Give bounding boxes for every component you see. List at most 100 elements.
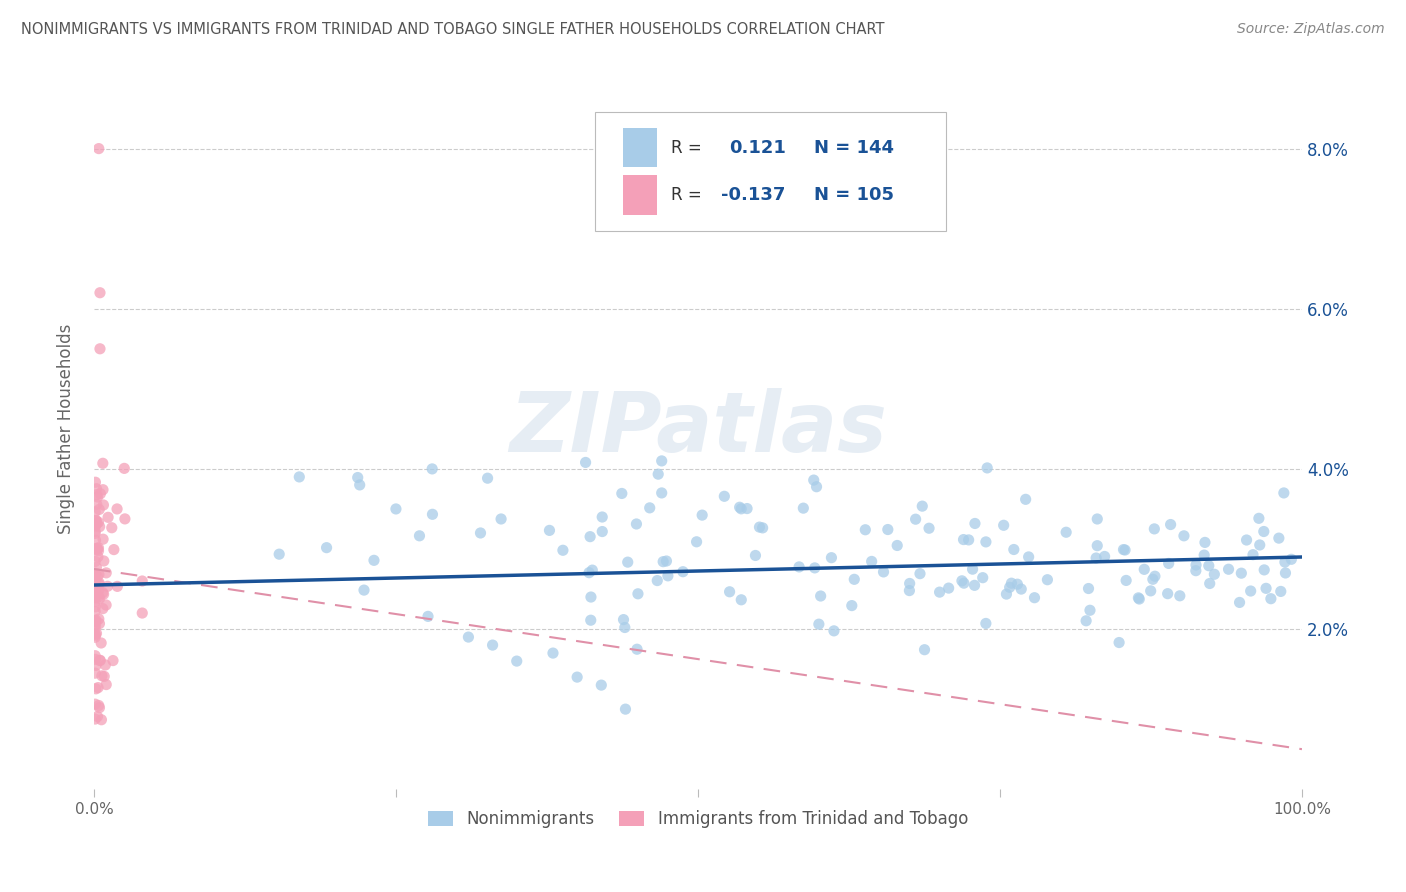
Point [976, 461, 998, 475]
Point [1249, 538, 1271, 552]
Point [1114, 543, 1136, 558]
Point [96, 677, 118, 691]
Text: R =: R = [672, 139, 702, 157]
Point [86, 626, 108, 640]
Point [1157, 557, 1180, 571]
Point [616, 555, 638, 569]
Point [1230, 566, 1253, 581]
Point [898, 576, 921, 591]
Point [1268, 531, 1291, 545]
Point [93, 554, 115, 568]
Point [612, 613, 634, 627]
Point [84, 526, 107, 541]
Point [91, 532, 114, 546]
Point [886, 539, 908, 553]
Point [87, 583, 110, 598]
Point [1185, 558, 1208, 572]
Point [84, 648, 107, 663]
Point [84, 514, 107, 528]
Point [470, 526, 492, 541]
Point [84, 617, 107, 632]
Point [84, 613, 107, 627]
Point [1128, 591, 1150, 605]
Text: R =: R = [672, 186, 702, 204]
Text: NONIMMIGRANTS VS IMMIGRANTS FROM TRINIDAD AND TOBAGO SINGLE FATHER HOUSEHOLDS CO: NONIMMIGRANTS VS IMMIGRANTS FROM TRINIDA… [21, 22, 884, 37]
Point [918, 521, 941, 535]
Point [269, 547, 291, 561]
Point [551, 543, 574, 558]
Point [1128, 592, 1150, 607]
Point [93, 587, 115, 601]
Point [86, 542, 108, 557]
Point [84, 591, 107, 605]
Point [84, 594, 107, 608]
Point [807, 617, 830, 632]
Point [84, 615, 107, 629]
Point [84, 582, 107, 596]
Point [346, 470, 368, 484]
Point [84, 505, 107, 519]
Point [87, 577, 110, 591]
Point [810, 589, 832, 603]
Point [89, 653, 111, 667]
Point [89, 502, 111, 516]
Point [315, 541, 337, 555]
Point [84, 533, 107, 548]
Point [89, 653, 111, 667]
Legend: Nonimmigrants, Immigrants from Trinidad and Tobago: Nonimmigrants, Immigrants from Trinidad … [422, 804, 974, 835]
Point [84, 627, 107, 641]
Point [131, 606, 153, 620]
Point [87, 567, 110, 582]
Point [591, 678, 613, 692]
Point [914, 642, 936, 657]
Point [1229, 595, 1251, 609]
Point [84, 697, 107, 711]
Point [112, 461, 135, 475]
Point [89, 342, 111, 356]
Point [751, 521, 773, 535]
Point [91, 483, 114, 497]
Point [114, 512, 136, 526]
Text: 0.121: 0.121 [730, 139, 786, 157]
Point [1274, 555, 1296, 569]
Point [489, 512, 512, 526]
Point [1018, 549, 1040, 564]
Point [938, 581, 960, 595]
Point [86, 482, 108, 496]
Point [1241, 548, 1264, 562]
Point [1094, 549, 1116, 564]
Point [105, 502, 128, 516]
Point [87, 142, 110, 156]
Y-axis label: Single Father Households: Single Father Households [58, 324, 75, 534]
Point [735, 501, 758, 516]
Point [614, 702, 637, 716]
Point [91, 585, 114, 599]
Point [86, 488, 108, 502]
Point [876, 523, 898, 537]
Point [457, 630, 479, 644]
Point [844, 572, 866, 586]
Point [541, 646, 564, 660]
Point [792, 501, 814, 516]
Point [84, 586, 107, 600]
Point [87, 544, 110, 558]
Point [647, 467, 669, 482]
Point [974, 616, 997, 631]
Point [908, 566, 931, 581]
Point [538, 524, 561, 538]
Point [90, 669, 112, 683]
Point [728, 500, 751, 515]
Point [652, 555, 675, 569]
Point [1002, 542, 1025, 557]
Text: -0.137: -0.137 [721, 186, 786, 204]
Point [84, 577, 107, 591]
Point [90, 636, 112, 650]
Point [1185, 564, 1208, 578]
Point [995, 587, 1018, 601]
FancyBboxPatch shape [623, 128, 657, 168]
Point [90, 713, 112, 727]
FancyBboxPatch shape [595, 112, 946, 231]
Point [84, 586, 107, 600]
Point [84, 652, 107, 666]
Point [690, 508, 713, 522]
